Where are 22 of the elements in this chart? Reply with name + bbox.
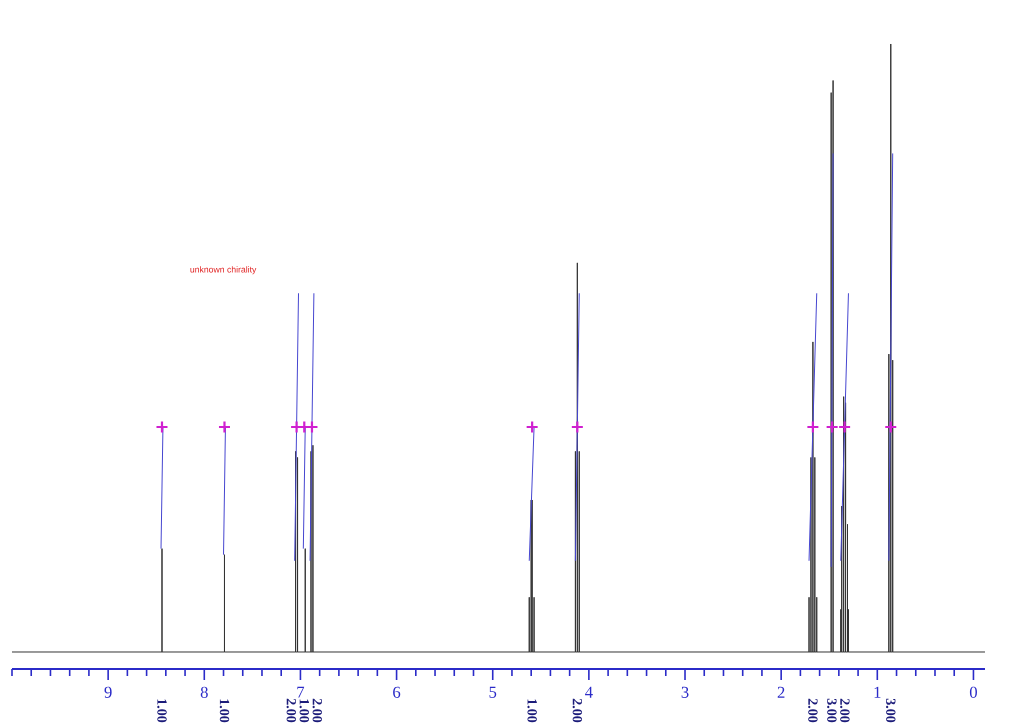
text: 1.00 [527,699,537,723]
text: 2.00 [312,698,323,723]
text: 2.00 [808,698,818,723]
text: 3.00 [827,698,837,723]
text: 2.00 [840,698,850,723]
text: 1.00 [299,699,310,723]
x-tick-label: 0 [969,686,977,698]
annotation: unknown chirality [190,266,257,275]
text: 1.00 [219,699,230,723]
text: 2.00 [286,698,297,723]
x-tick-label: 5 [489,686,497,698]
x-tick-label: 3 [681,686,689,698]
x-tick-label: 4 [585,686,593,698]
x-tick-label: 1 [874,686,881,698]
x-tick-label: 2 [777,686,785,698]
x-tick-label: 7 [297,686,305,698]
text: 2.00 [572,698,583,723]
x-tick-label: 9 [104,686,112,698]
text: 1.00 [157,699,167,723]
text: 3.00 [886,698,896,723]
x-tick-label: 6 [393,686,401,698]
x-tick-label: 8 [200,686,208,698]
